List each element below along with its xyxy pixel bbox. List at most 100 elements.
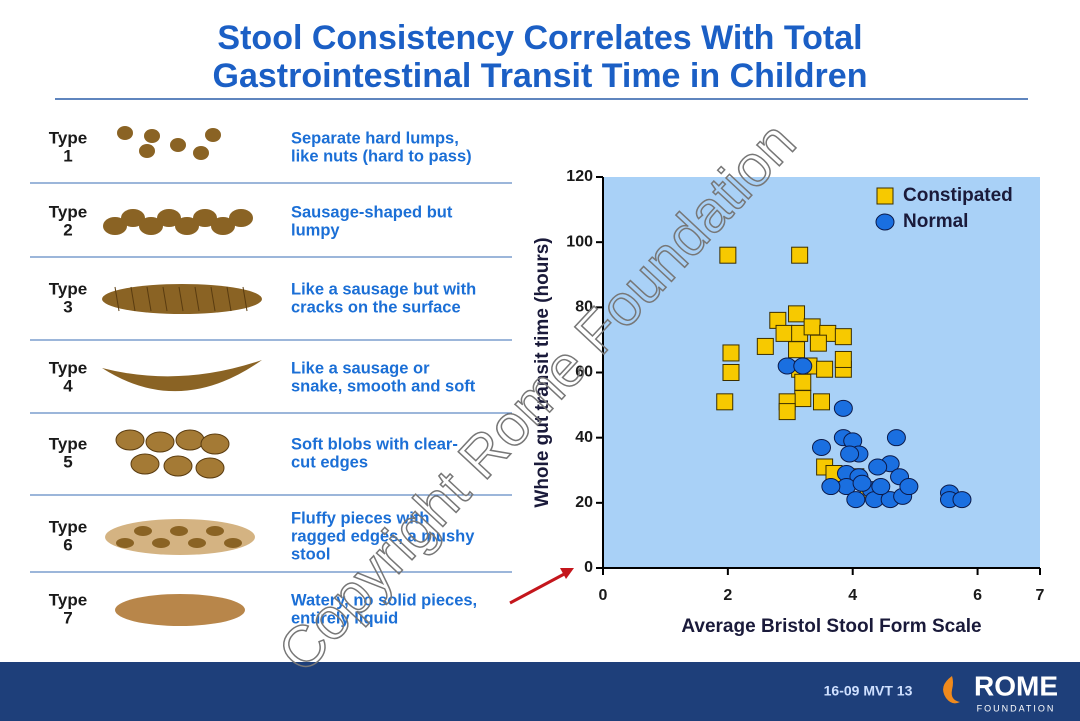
legend-marker <box>876 187 894 205</box>
data-point <box>791 246 809 264</box>
stool-picture <box>152 538 170 548</box>
title-line: Gastrointestinal Transit Time in Childre… <box>213 57 868 95</box>
data-point <box>722 364 740 381</box>
stool-picture <box>145 431 175 453</box>
stool-picture <box>170 138 186 152</box>
y-tick-label: 120 <box>566 168 593 185</box>
type-number: 5 <box>63 452 72 471</box>
stool-picture <box>193 146 209 160</box>
data-point <box>794 390 812 408</box>
data-point <box>871 478 891 496</box>
title-line: Stool Consistency Correlates With Total <box>217 19 862 57</box>
stool-picture <box>194 286 200 312</box>
y-tick-label: 80 <box>575 299 593 316</box>
stool-picture <box>121 209 145 227</box>
stool-picture <box>134 526 152 536</box>
x-tick-label: 4 <box>848 587 857 604</box>
data-point <box>834 328 852 346</box>
type-label: Type <box>49 590 87 609</box>
data-point <box>852 474 872 492</box>
stool-picture <box>193 209 217 227</box>
data-point <box>846 491 866 509</box>
stool-picture <box>224 538 242 548</box>
stool-picture <box>162 286 168 312</box>
type-description: stool <box>291 545 330 563</box>
stool-picture <box>103 217 127 235</box>
data-point <box>840 445 860 463</box>
type-description: Like a sausage but with <box>291 280 476 298</box>
stool-picture <box>139 144 155 158</box>
type-description: cut edges <box>291 453 368 471</box>
type-description: Separate hard lumps, <box>291 129 459 147</box>
stool-picture <box>105 519 255 555</box>
y-axis-label: Whole gut transit time (hours) <box>532 237 553 507</box>
data-point <box>803 318 821 336</box>
type-description: entirely liquid <box>291 609 398 627</box>
stool-picture <box>229 209 253 227</box>
x-tick-label: 2 <box>723 587 732 604</box>
type-description: cracks on the surface <box>291 298 461 316</box>
type-label: Type <box>49 279 87 298</box>
type-label: Type <box>49 434 87 453</box>
legend-label: Normal <box>903 211 968 232</box>
data-point <box>809 334 827 352</box>
stool-picture <box>115 429 145 451</box>
stool-picture <box>146 286 152 312</box>
stool-picture <box>242 286 248 312</box>
chart: 0 20 40 60 80 100 120 0 2 4 6 7 Average Bristol Stoo… <box>532 168 1045 637</box>
stool-picture <box>139 217 163 235</box>
stool-picture <box>115 594 245 626</box>
type-label: Type <box>49 358 87 377</box>
data-point <box>868 458 888 476</box>
y-tick-label: 100 <box>566 233 593 250</box>
data-point <box>778 403 796 421</box>
data-point <box>719 246 737 264</box>
stool-picture <box>130 453 160 475</box>
legend-label: Constipated <box>903 185 1013 206</box>
data-point <box>886 429 906 447</box>
data-point <box>775 324 793 342</box>
type-label: Type <box>49 128 87 147</box>
stool-picture <box>117 126 133 140</box>
x-axis-label: Average Bristol Stool Form Scale <box>681 616 981 637</box>
type-description: Fluffy pieces with <box>291 509 429 527</box>
data-point <box>716 393 734 411</box>
y-tick-label: 20 <box>575 494 593 511</box>
y-tick-label: 0 <box>584 559 593 576</box>
x-tick-label: 7 <box>1036 587 1045 604</box>
type-number: 6 <box>63 535 72 554</box>
type-description: snake, smooth and soft <box>291 377 476 395</box>
stool-picture <box>157 209 181 227</box>
type-description: Watery, no solid pieces, <box>291 591 477 609</box>
stool-picture <box>206 526 224 536</box>
y-tick-label: 40 <box>575 429 593 446</box>
footer-bar <box>0 662 1080 721</box>
type-description: like nuts (hard to pass) <box>291 147 472 165</box>
x-tick-label: 6 <box>973 587 982 604</box>
legend-marker <box>875 213 895 231</box>
type-label: Type <box>49 202 87 221</box>
type-description: Sausage-shaped but <box>291 203 453 221</box>
data-point <box>821 478 841 496</box>
stool-picture <box>116 538 134 548</box>
stool-picture <box>205 128 221 142</box>
stool-picture <box>102 360 262 392</box>
data-point <box>899 478 919 496</box>
stool-picture <box>130 286 136 312</box>
data-point <box>816 360 834 378</box>
footer-code: 16-09 MVT 13 <box>824 683 913 699</box>
stool-picture <box>200 433 230 455</box>
type-description: Soft blobs with clear- <box>291 435 458 453</box>
type-number: 2 <box>63 220 72 239</box>
type-number: 1 <box>63 146 72 165</box>
type-description: lumpy <box>291 221 340 239</box>
type-number: 3 <box>63 297 72 316</box>
data-point <box>812 438 831 456</box>
stool-picture <box>211 217 235 235</box>
x-tick-label: 0 <box>599 587 608 604</box>
data-point <box>794 373 812 391</box>
data-point <box>756 337 774 355</box>
stool-picture <box>210 286 216 312</box>
data-point <box>788 305 806 323</box>
data-point <box>834 350 852 368</box>
